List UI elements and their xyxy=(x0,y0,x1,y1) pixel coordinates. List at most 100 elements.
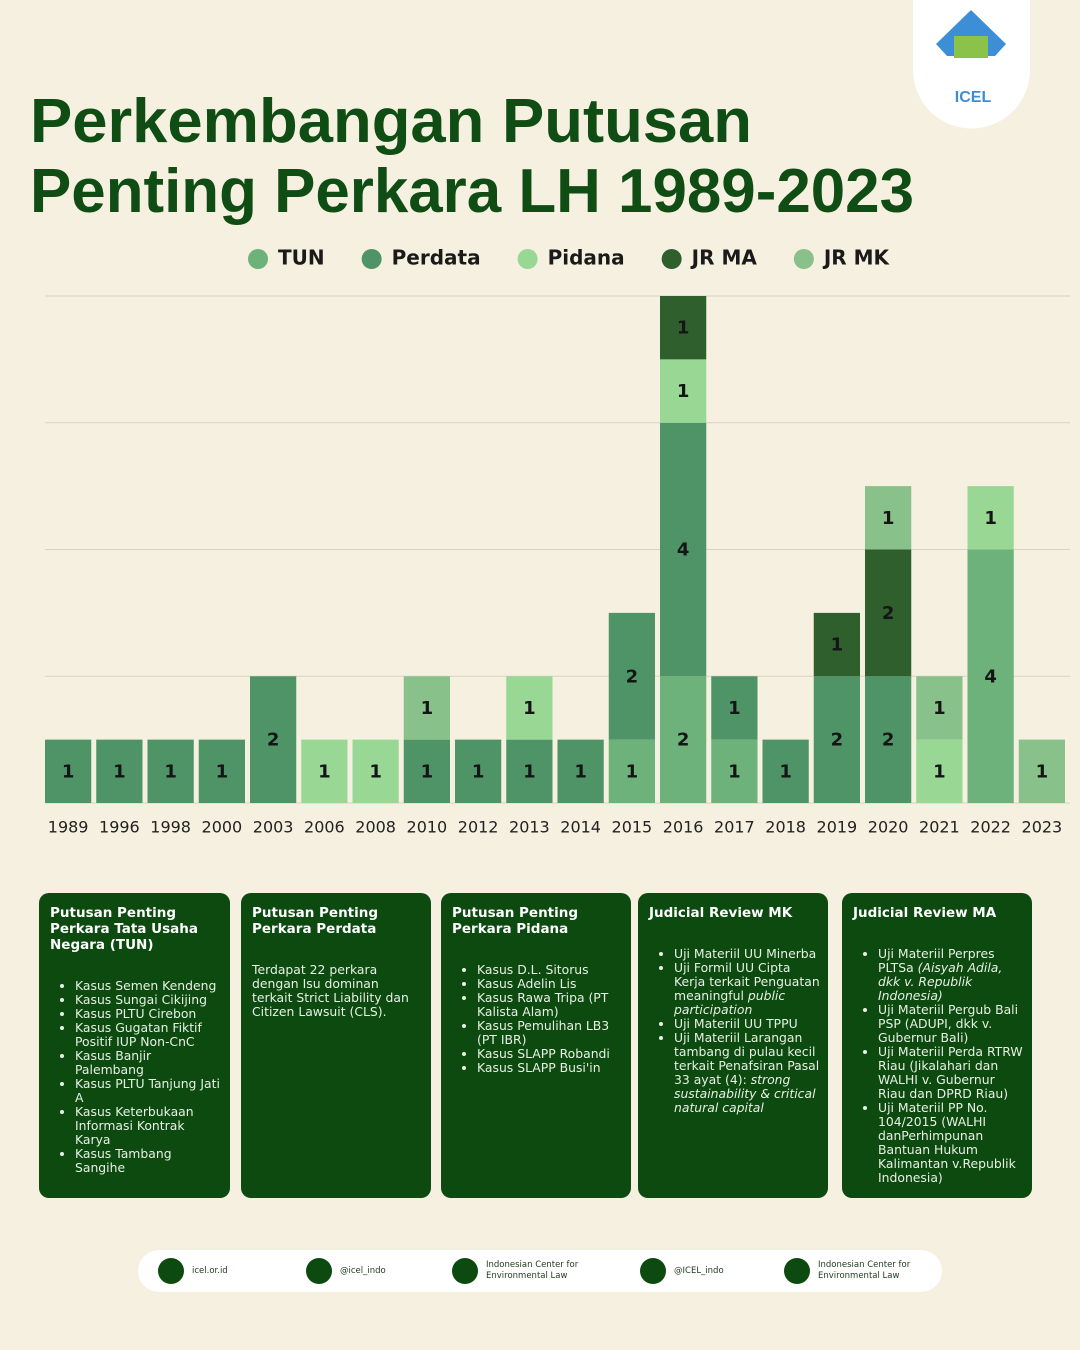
x-tick-label: 2023 xyxy=(1022,818,1063,837)
bar-segment xyxy=(967,486,1014,550)
data-label: 1 xyxy=(574,761,587,782)
chart-title: Perkembangan Putusan Penting Perkara LH 1… xyxy=(30,87,914,226)
list-item: Uji Materiil UU TPPU xyxy=(674,1017,820,1031)
list-item: Uji Materiil PP No. 104/2015 (WALHI danP… xyxy=(878,1101,1024,1185)
legend-swatch xyxy=(517,249,538,269)
bar-segment xyxy=(557,739,604,803)
chart: ICEL Perkembangan Putusan Penting Perkara… xyxy=(30,0,1070,837)
footer-text: Indonesian Center for Environmental Law xyxy=(818,1260,911,1281)
list-item: Kasus Adelin Lis xyxy=(477,977,623,991)
bar-segment xyxy=(711,676,758,740)
list-item-text: Uji Formil UU Cipta Kerja terkait Pengua… xyxy=(674,960,820,1003)
bar-segment xyxy=(403,739,450,803)
footer-icon xyxy=(640,1258,666,1284)
list-item: Uji Formil UU Cipta Kerja terkait Pengua… xyxy=(674,961,820,1017)
bar-segment xyxy=(608,612,655,740)
footer-item: Indonesian Center for Environmental Law xyxy=(784,1258,918,1284)
bar-segment xyxy=(660,296,707,360)
list-item: Kasus SLAPP Robandi xyxy=(477,1047,623,1061)
bar-segment xyxy=(660,676,707,803)
list-item: Uji Materiil Perda RTRW Riau (Jikalahari… xyxy=(878,1045,1024,1101)
bar-segment xyxy=(660,422,707,677)
legend-label: Perdata xyxy=(392,246,481,270)
list-item-text: public participation xyxy=(674,988,786,1017)
x-tick-label: 2022 xyxy=(970,818,1011,837)
bar-segment xyxy=(916,676,963,740)
data-label: 1 xyxy=(369,761,382,782)
data-label: 1 xyxy=(523,698,536,719)
list-item-text: Uji Materiil UU TPPU xyxy=(674,1016,798,1031)
list-item-text: strong sustainability & critical natural… xyxy=(674,1072,816,1115)
data-label: 1 xyxy=(1036,761,1049,782)
legend-label: JR MA xyxy=(690,246,758,270)
data-label: 1 xyxy=(164,761,177,782)
bar-segment xyxy=(147,739,194,803)
footer-item: Indonesian Center for Environmental Law xyxy=(452,1258,586,1284)
panel-title: Putusan Penting Perkara Tata Usaha Negar… xyxy=(50,905,198,953)
list-item: Kasus Pemulihan LB3 (PT IBR) xyxy=(477,1019,623,1047)
list-item-text: Uji Materiil Perda RTRW Riau (Jikalahari… xyxy=(878,1044,1023,1101)
logo-building xyxy=(954,36,988,58)
data-label: 1 xyxy=(523,761,536,782)
panel-list: Uji Materiil UU MinerbaUji Formil UU Cip… xyxy=(649,947,820,1115)
panel-text: Terdapat 22 perkara dengan Isu dominan t… xyxy=(252,962,409,1019)
bar-segment xyxy=(608,739,655,803)
list-item: Kasus Sungai Cikijing xyxy=(75,993,222,1007)
data-label: 1 xyxy=(728,698,741,719)
list-item: Kasus Tambang Sangihe xyxy=(75,1147,222,1175)
panel-title: Judicial Review MA xyxy=(853,905,997,921)
list-item: Kasus Semen Kendeng xyxy=(75,979,222,993)
bar-segment xyxy=(813,612,860,677)
bar-segment xyxy=(711,739,758,803)
logo-badge xyxy=(913,0,1030,129)
footer-item: icel.or.id xyxy=(158,1258,228,1284)
x-tick-label: 1996 xyxy=(99,818,140,837)
panel-list: Kasus D.L. SitorusKasus Adelin LisKasus … xyxy=(452,963,623,1075)
data-label: 2 xyxy=(831,730,844,751)
x-tick-label: 2008 xyxy=(355,818,396,837)
info-panel: Judicial Review MA Uji Materiil Perpres P… xyxy=(842,893,1032,1198)
data-label: 1 xyxy=(421,698,434,719)
list-item: Kasus SLAPP Busi'in xyxy=(477,1061,623,1075)
info-panel: Putusan Penting Perkara Tata Usaha Negar… xyxy=(39,893,230,1198)
legend-swatch xyxy=(793,249,814,269)
bar-segment xyxy=(762,739,809,803)
data-label: 2 xyxy=(882,730,895,751)
data-label: 4 xyxy=(984,666,997,687)
x-tick-label: 2010 xyxy=(407,818,448,837)
list-item-text: Uji Materiil PP No. 104/2015 (WALHI danP… xyxy=(878,1100,1016,1185)
list-item: Kasus Gugatan Fiktif Positif IUP Non-CnC xyxy=(75,1021,222,1049)
legend-swatch xyxy=(248,249,268,269)
data-label: 1 xyxy=(626,761,639,782)
footer: icel.or.id @icel_indo Indonesian Center fo… xyxy=(138,1250,942,1292)
bar-segment xyxy=(506,739,553,803)
x-tick-label: 2017 xyxy=(714,818,755,837)
list-item: Kasus Keterbukaan Informasi Kontrak Kary… xyxy=(75,1105,222,1147)
x-tick-label: 2014 xyxy=(560,818,601,837)
data-label: 2 xyxy=(626,666,639,687)
info-panel: Putusan Penting Perkara Perdata Terdapat … xyxy=(241,893,431,1198)
list-item: Uji Materiil Larangan tambang di pulau k… xyxy=(674,1031,820,1115)
x-tick-label: 2016 xyxy=(663,818,704,837)
bar-segment xyxy=(865,676,912,803)
list-item: Uji Materiil Perpres PLTSa (Aisyah Adila… xyxy=(878,947,1024,1003)
x-tick-label: 2006 xyxy=(304,818,345,837)
x-tick-label: 2003 xyxy=(253,818,294,837)
bar-segment xyxy=(96,739,143,803)
bar-segment xyxy=(506,676,553,740)
panel-list: Kasus Semen KendengKasus Sungai Cikijing… xyxy=(50,979,222,1175)
data-label: 1 xyxy=(62,761,75,782)
data-label: 1 xyxy=(472,761,485,782)
list-item-text: (Aisyah Adila, dkk v. Republik Indonesia… xyxy=(878,960,1003,1003)
list-item-text: Uji Materiil UU Minerba xyxy=(674,946,817,961)
bar-segment xyxy=(352,739,399,803)
x-tick-label: 2018 xyxy=(765,818,806,837)
bar-segment xyxy=(813,676,860,803)
logo-emblem xyxy=(936,10,1006,56)
footer-text: @ICEL_indo xyxy=(674,1265,724,1276)
bar-segment xyxy=(403,676,450,740)
list-item: Uji Materiil Pergub Bali PSP (ADUPI, dkk… xyxy=(878,1003,1024,1045)
legend-label: TUN xyxy=(278,246,325,270)
data-label: 1 xyxy=(318,761,331,782)
bar-segment xyxy=(967,549,1014,803)
